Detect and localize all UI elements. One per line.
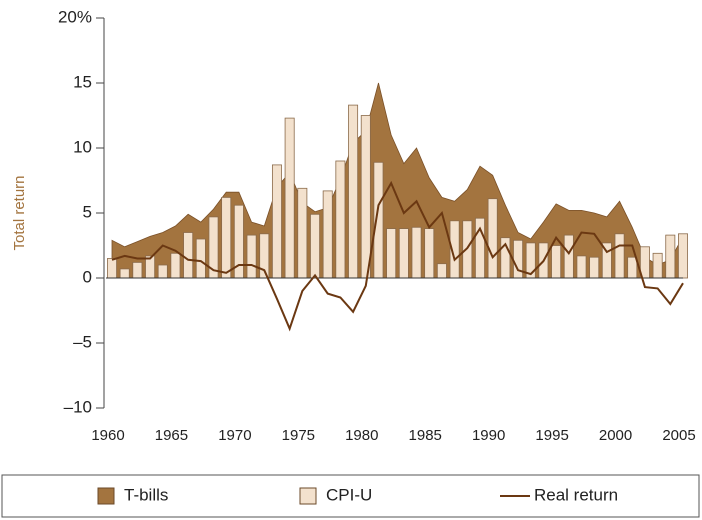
legend-label: T-bills: [124, 485, 168, 504]
legend-swatch: [97, 487, 115, 505]
x-tick-label: 2005: [662, 427, 695, 444]
bar: [335, 160, 346, 279]
x-tick-label: 1990: [472, 427, 505, 444]
bar: [271, 164, 282, 279]
legend-label: CPI-U: [326, 485, 372, 504]
bar: [310, 213, 320, 279]
bar: [576, 255, 587, 279]
x-tick-label: 1960: [91, 427, 124, 444]
bar: [411, 226, 422, 279]
bar: [360, 115, 371, 279]
bar: [487, 198, 498, 279]
bar: [157, 264, 168, 279]
bar: [183, 232, 194, 279]
x-tick-label: 1975: [282, 427, 315, 444]
x-tick-label: 1970: [218, 427, 251, 444]
y-tick-label: 10: [73, 137, 92, 156]
bar: [284, 117, 295, 279]
bar: [513, 239, 524, 279]
bar: [652, 252, 663, 279]
bar: [665, 234, 676, 279]
x-tick-label: 2000: [599, 427, 632, 444]
bar: [398, 228, 409, 279]
bar: [589, 256, 600, 279]
bar: [221, 196, 232, 279]
bar: [386, 228, 397, 279]
y-tick-label: 5: [83, 202, 92, 221]
y-tick-label: 0: [83, 267, 92, 286]
bar: [246, 234, 257, 279]
y-tick-label: –10: [64, 397, 92, 416]
x-tick-label: 1980: [345, 427, 378, 444]
y-tick-label: –5: [73, 332, 92, 351]
x-tick-label: 1965: [155, 427, 188, 444]
bar: [322, 190, 333, 279]
bar: [348, 104, 359, 279]
bar: [627, 256, 638, 279]
legend-label: Real return: [534, 485, 618, 504]
legend-swatch: [299, 487, 317, 505]
bar: [424, 228, 435, 279]
bar: [195, 238, 206, 279]
bar: [119, 268, 130, 279]
bar: [297, 187, 308, 279]
bar: [563, 234, 574, 279]
line: [111, 180, 684, 332]
x-tick-label: 1995: [535, 427, 568, 444]
area: [111, 82, 684, 279]
y-axis-label: Total return: [11, 175, 28, 250]
bar: [678, 233, 688, 279]
x-tick-label: 1985: [409, 427, 442, 444]
bar: [614, 233, 625, 279]
bar: [132, 261, 143, 279]
legend-box: [1, 474, 700, 518]
y-tick-label: 20%: [58, 7, 92, 26]
bar: [551, 245, 562, 279]
bar: [436, 263, 447, 279]
bar: [170, 252, 181, 279]
y-tick-label: 15: [73, 72, 92, 91]
bar: [107, 258, 117, 279]
